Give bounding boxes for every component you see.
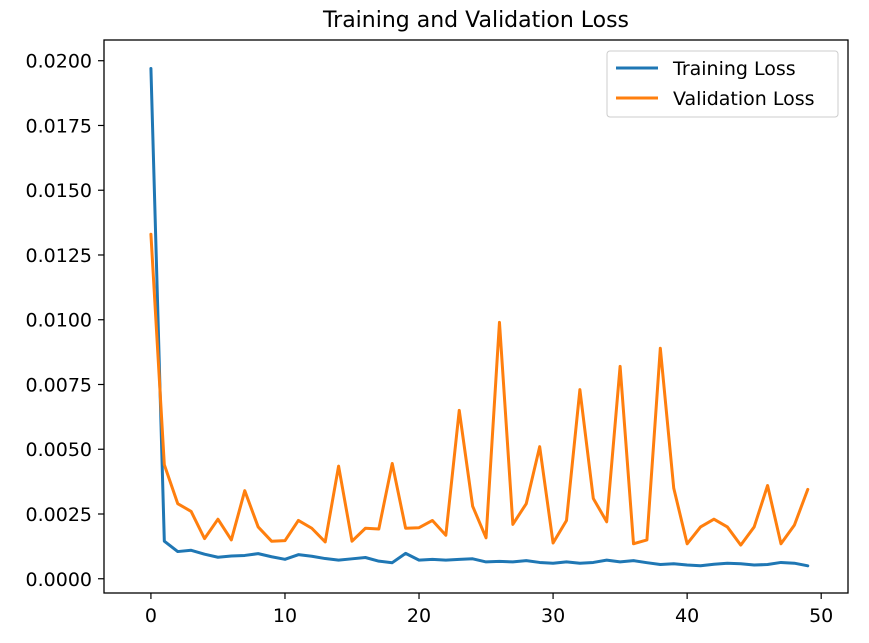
x-tick-label: 20 [407, 605, 431, 627]
series-layer [149, 66, 810, 568]
legend-box [606, 50, 839, 118]
legend-label-training: Training Loss [672, 58, 796, 80]
y-tick-label: 0.0200 [26, 51, 92, 73]
y-tick-label: 0.0050 [26, 439, 92, 461]
validation-loss-line [149, 232, 810, 547]
legend-label-validation: Validation Loss [673, 88, 815, 110]
x-tick-label: 50 [809, 605, 833, 627]
y-tick-label: 0.0075 [26, 374, 92, 396]
y-tick-label: 0.0000 [26, 569, 92, 591]
x-tick-label: 30 [541, 605, 565, 627]
x-axis: 0 10 20 30 40 50 [145, 593, 833, 627]
x-tick-label: 10 [273, 605, 297, 627]
x-tick-label: 0 [145, 605, 157, 627]
plot-frame [103, 39, 849, 594]
y-tick-label: 0.0025 [26, 504, 92, 526]
y-axis: 0.0000 0.0025 0.0050 0.0075 0.0100 0.0125 0.01… [26, 51, 104, 591]
x-tick-label: 40 [675, 605, 699, 627]
y-tick-label: 0.0175 [26, 115, 92, 137]
chart-title: Training and Validation Loss [322, 8, 629, 33]
y-tick-label: 0.0100 [26, 310, 92, 332]
y-tick-label: 0.0150 [26, 180, 92, 202]
legend: Training Loss Validation Loss [606, 50, 839, 118]
training-loss-line [149, 66, 810, 568]
y-tick-label: 0.0125 [26, 245, 92, 267]
